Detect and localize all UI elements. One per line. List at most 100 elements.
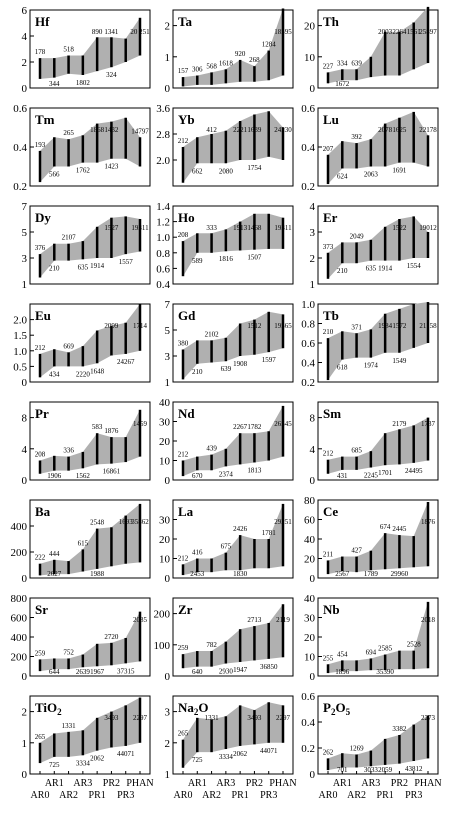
sample-count-label: 644 (49, 668, 60, 676)
sample-count-label: 29960 (391, 570, 409, 578)
panel-frame (317, 695, 439, 775)
sample-count-label: 2639 (76, 668, 91, 676)
range-band (328, 417, 428, 474)
y-tick-label: 0.6 (13, 103, 27, 115)
panel-tb: 0.2 0.4 0.6 0.8 1.0 Tb 210 371 1984 1572 21158 618 1… (301, 299, 439, 389)
y-tick-label: 0.6 (301, 691, 315, 703)
sample-count-label: 376 (35, 244, 46, 252)
y-tick-label: 0 (310, 769, 316, 781)
sample-count-label: 2273 (421, 714, 436, 722)
y-tick-label: 4 (22, 444, 28, 456)
y-tick-label: 100 (154, 640, 171, 652)
range-band (40, 117, 140, 183)
panel-title: TiO2 (35, 700, 62, 717)
y-tick-label: 2 (310, 253, 316, 265)
y-tick-label: 30 (159, 515, 171, 527)
title-subscript: 5 (346, 707, 351, 717)
y-tick-label: 200 (154, 609, 171, 621)
y-tick-label: 0 (22, 83, 28, 95)
panel-nb: 0 10 20 30 40 Nb 255 454 694 2585 2528 2018 1896 3539… (304, 593, 439, 683)
sample-count-label: 2221 (233, 126, 248, 134)
range-band (183, 8, 283, 87)
sample-count-label: 193 (35, 141, 46, 149)
sample-count-label: 615 (78, 539, 89, 547)
sample-count-label: 444 (49, 550, 60, 558)
panel-title: Ce (323, 504, 338, 519)
panel-ho: 0.4 0.6 0.8 1.0 1.2 1.4 Ho 208 333 1913 1468 19311 5… (156, 201, 294, 291)
x-tick-label: PHAN (414, 778, 441, 789)
y-tick-label: 0.4 (301, 717, 315, 729)
sample-count-label: 1876 (104, 427, 119, 435)
sample-count-label: 1876 (421, 518, 436, 526)
y-tick-label: 20 (304, 21, 316, 33)
sample-count-label: 371 (351, 323, 362, 331)
y-tick-label: 1 (310, 279, 316, 291)
sample-count-label: 782 (206, 641, 217, 649)
y-tick-label: 20 (159, 534, 171, 546)
range-band (40, 611, 140, 672)
sample-count-label: 37315 (117, 667, 135, 675)
sample-count-label: 1974 (364, 362, 379, 370)
x-tick-label: AR0 (31, 790, 50, 801)
y-tick-label: 1.5 (13, 330, 27, 342)
panel-title: Ho (178, 210, 195, 225)
sample-count-label: 3334 (76, 759, 91, 767)
range-band (183, 702, 283, 768)
y-tick-label: 40 (304, 593, 316, 605)
sample-count-label: 29251 (274, 518, 292, 526)
sample-count-label: 210 (49, 265, 60, 273)
sample-count-label: 2548 (90, 519, 105, 527)
y-tick-label: 60 (304, 515, 316, 527)
sample-count-label: 2085 (133, 616, 148, 624)
y-tick-label: 6 (22, 5, 28, 17)
sample-count-label: 1572 (392, 322, 407, 330)
sample-count-label: 2720 (104, 633, 119, 641)
panel-frame (29, 499, 151, 579)
sample-count-label: 431 (337, 472, 348, 480)
y-tick-label: 0 (310, 671, 316, 683)
sample-count-label: 2003 (378, 28, 393, 36)
panel-frame (29, 695, 151, 775)
sample-count-label: 1331 (205, 714, 220, 722)
sample-count-label: 635 (366, 265, 377, 273)
sample-count-label: 373 (323, 243, 334, 251)
sample-count-label: 639 (351, 59, 362, 67)
y-tick-label: 1.0 (156, 232, 170, 244)
x-tick-label: AR2 (59, 790, 78, 801)
panel-zr: 0 100 200 Zr 259 782 2713 2119 640 2930 1947 36850 (154, 597, 294, 683)
sample-count-label: 412 (206, 126, 217, 134)
x-tick-label: PR1 (232, 790, 249, 801)
sample-count-label: 3493 (104, 714, 119, 722)
sample-count-label: 1896 (335, 668, 350, 676)
y-tick-label: 0 (165, 475, 171, 487)
sample-count-label: 336 (63, 447, 74, 455)
y-tick-label: 40 (304, 534, 316, 546)
sample-count-label: 434 (49, 370, 60, 378)
y-tick-label: 400 (11, 521, 28, 533)
sample-count-label: 662 (192, 167, 203, 175)
range-band (40, 503, 140, 576)
sample-count-label: 1459 (133, 420, 148, 428)
y-tick-label: 3.6 (156, 103, 170, 115)
panel-frame (172, 695, 294, 775)
y-tick-label: 0 (310, 83, 316, 95)
sample-count-label: 18595 (274, 28, 292, 36)
sample-count-label: 568 (206, 62, 217, 70)
y-tick-label: 0 (22, 377, 28, 389)
sample-count-label: 2059 (378, 766, 393, 774)
panel-frame (172, 303, 294, 383)
sample-count-label: 1639 (247, 126, 262, 134)
sample-count-label: 255 (323, 654, 334, 662)
panel-frame (29, 303, 151, 383)
y-tick-label: 8 (310, 413, 316, 425)
y-tick-label: 2 (22, 707, 28, 719)
y-tick-label: 0.5 (13, 361, 27, 373)
x-tick-label: AR0 (319, 790, 338, 801)
sample-count-label: 2627 (47, 570, 62, 578)
sample-count-label: 416 (192, 549, 203, 557)
y-tick-label: 8 (22, 413, 28, 425)
panel-title: Zr (178, 602, 193, 617)
sample-count-label: 1789 (364, 570, 379, 578)
y-tick-label: 10 (159, 456, 171, 468)
